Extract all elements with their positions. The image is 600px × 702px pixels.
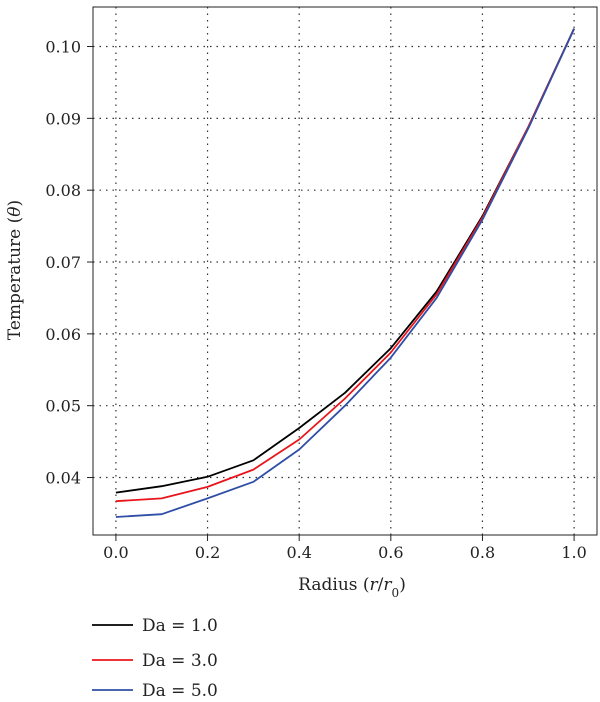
legend-label-1: Da = 1.0 (142, 616, 218, 636)
legend-label-2: Da = 3.0 (142, 651, 218, 671)
x-tick-label: 0.8 (470, 543, 495, 562)
plot-frame (92, 6, 598, 536)
x-tick-label: 0.6 (378, 543, 403, 562)
y-axis-ticks: 0.04 0.05 0.06 0.07 0.08 0.09 0.10 (45, 38, 93, 488)
y-axis-title: Temperature (θ) (5, 200, 25, 340)
x-tick-label: 0.2 (195, 543, 220, 562)
series-lines (115, 28, 575, 518)
y-tick-label: 0.10 (45, 38, 81, 57)
y-tick-label: 0.04 (45, 469, 81, 488)
x-axis-ticks: 0.0 0.2 0.4 0.6 0.8 1.0 (103, 535, 587, 562)
series-line-3 (115, 28, 575, 518)
y-tick-label: 0.09 (45, 109, 81, 128)
x-tick-label: 1.0 (561, 543, 586, 562)
x-tick-label: 0.0 (103, 543, 128, 562)
x-tick-label: 0.4 (286, 543, 311, 562)
legend: Da = 1.0 Da = 3.0 Da = 5.0 (92, 616, 218, 701)
legend-label-3: Da = 5.0 (142, 681, 218, 701)
y-tick-label: 0.07 (45, 253, 81, 272)
y-tick-label: 0.06 (45, 325, 81, 344)
y-tick-label: 0.08 (45, 181, 81, 200)
y-tick-label: 0.05 (45, 397, 81, 416)
